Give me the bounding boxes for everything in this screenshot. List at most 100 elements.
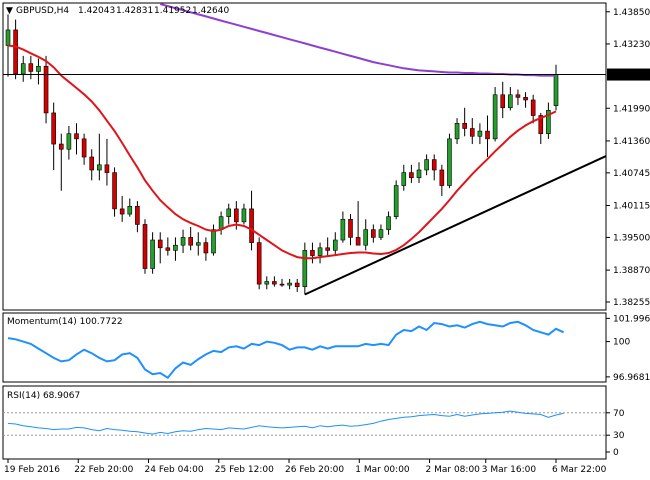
price-tick-label: 1.38870 — [613, 266, 650, 276]
candle-body — [58, 143, 64, 150]
rsi-tick-label: 0 — [613, 448, 619, 458]
candle-body — [135, 205, 140, 225]
time-tick-label: 25 Feb 12:00 — [215, 465, 274, 475]
candle-body — [515, 94, 521, 98]
time-tick-label: 3 Mar 16:00 — [482, 465, 537, 475]
candle-body — [310, 250, 315, 256]
candle-body — [424, 159, 429, 171]
candle-body — [180, 237, 186, 246]
candle-body — [241, 208, 247, 223]
rsi-tick-label: 70 — [613, 409, 625, 419]
candle-body — [538, 115, 544, 134]
candle-body — [51, 112, 56, 145]
momentum-tick-label: 96.9681 — [613, 373, 650, 383]
candle-body — [5, 29, 11, 46]
candle-body — [165, 247, 171, 251]
candle-body — [28, 63, 34, 72]
candle-body — [74, 133, 79, 140]
candle-body — [279, 283, 285, 286]
candle-body — [150, 239, 155, 269]
candle-body — [66, 133, 72, 150]
candle-body — [157, 239, 163, 249]
candle-body — [218, 216, 224, 230]
ascending-trendline[interactable] — [304, 155, 607, 296]
momentum-line — [7, 320, 565, 380]
time-tick-label: 22 Feb 20:00 — [74, 465, 133, 475]
price-tick-label: 1.41360 — [613, 137, 650, 147]
candle-body — [104, 164, 110, 173]
candle-body — [13, 29, 18, 75]
time-tick-label: 1 Mar 00:00 — [355, 465, 410, 475]
price-tick-label: 1.40745 — [613, 169, 650, 179]
rsi-line — [7, 410, 564, 435]
price-tick-label: 1.39500 — [613, 233, 650, 243]
main-plot — [3, 3, 607, 296]
candle-body — [477, 130, 483, 137]
time-tick-label: 2 Mar 08:00 — [426, 465, 481, 475]
rsi-pane[interactable] — [2, 385, 607, 460]
momentum-tick-label: 101.996 — [613, 314, 650, 324]
rsi-tick-label: 30 — [613, 431, 625, 441]
low-value: 1.41952 — [154, 6, 191, 16]
candle-body — [340, 218, 346, 241]
candle-body — [20, 63, 26, 75]
candle-body — [530, 99, 536, 116]
candle-body — [485, 130, 490, 140]
candle-body — [249, 208, 254, 243]
momentum-plot — [7, 320, 565, 380]
open-value: 1.42043 — [78, 6, 115, 16]
candle-body — [173, 244, 178, 251]
candle-body — [492, 94, 498, 140]
candle-body — [119, 208, 125, 215]
candle-body — [393, 185, 399, 217]
time-tick-label: 26 Feb 20:00 — [285, 465, 344, 475]
candle-body — [287, 282, 292, 286]
candle-body — [378, 229, 384, 238]
candle-body — [112, 172, 117, 210]
time-tick-label: 19 Feb 2016 — [4, 465, 60, 475]
candle-body — [256, 242, 262, 285]
price-tick-label: 1.41990 — [613, 104, 650, 114]
rsi-title: RSI(14) 68.9067 — [7, 391, 80, 401]
price-tick-label: 1.43850 — [613, 8, 650, 18]
close-value: 1.42640 — [192, 6, 229, 16]
candle-body — [234, 208, 239, 223]
candle-body — [523, 97, 528, 101]
candle-body — [409, 172, 414, 179]
candle-body — [325, 247, 330, 251]
candle-body — [508, 94, 513, 109]
candle-body — [348, 218, 353, 238]
price-tick-label: 1.42640 — [613, 71, 650, 81]
candle-body — [431, 159, 437, 171]
candle-body — [272, 281, 277, 285]
momentum-title: Momentum(14) 100.7722 — [7, 317, 123, 327]
candle-body — [203, 242, 209, 254]
fast-moving-average-line — [7, 44, 557, 260]
candle-body — [401, 172, 407, 186]
high-value: 1.42831 — [116, 6, 153, 16]
candle-body — [36, 65, 41, 72]
candle-body — [462, 123, 467, 129]
candle-body — [454, 123, 460, 140]
candle-body — [142, 224, 148, 269]
momentum-tick-label: 100 — [613, 338, 630, 348]
symbol-dropdown-icon[interactable]: ▼ — [6, 6, 13, 16]
slow-moving-average-line — [159, 3, 556, 77]
current-price-tag — [607, 68, 650, 81]
price-tick-label: 1.38255 — [613, 298, 650, 308]
axes: 1.43850 1.43230 1.42640 1.41990 1.41360 1.407… — [4, 8, 650, 475]
candle-body — [188, 237, 193, 246]
price-tick-label: 1.43230 — [613, 40, 650, 50]
candle-body — [264, 281, 270, 285]
candle-body — [81, 138, 87, 158]
candle-body — [355, 237, 361, 246]
candle-body — [371, 229, 376, 238]
candle-body — [363, 229, 369, 246]
candle-body — [546, 110, 551, 134]
time-tick-label: 24 Feb 04:00 — [145, 465, 204, 475]
time-tick-label: 6 Mar 22:00 — [552, 465, 607, 475]
candle-body — [97, 164, 102, 171]
candle-body — [226, 208, 232, 217]
candle-body — [195, 242, 201, 246]
